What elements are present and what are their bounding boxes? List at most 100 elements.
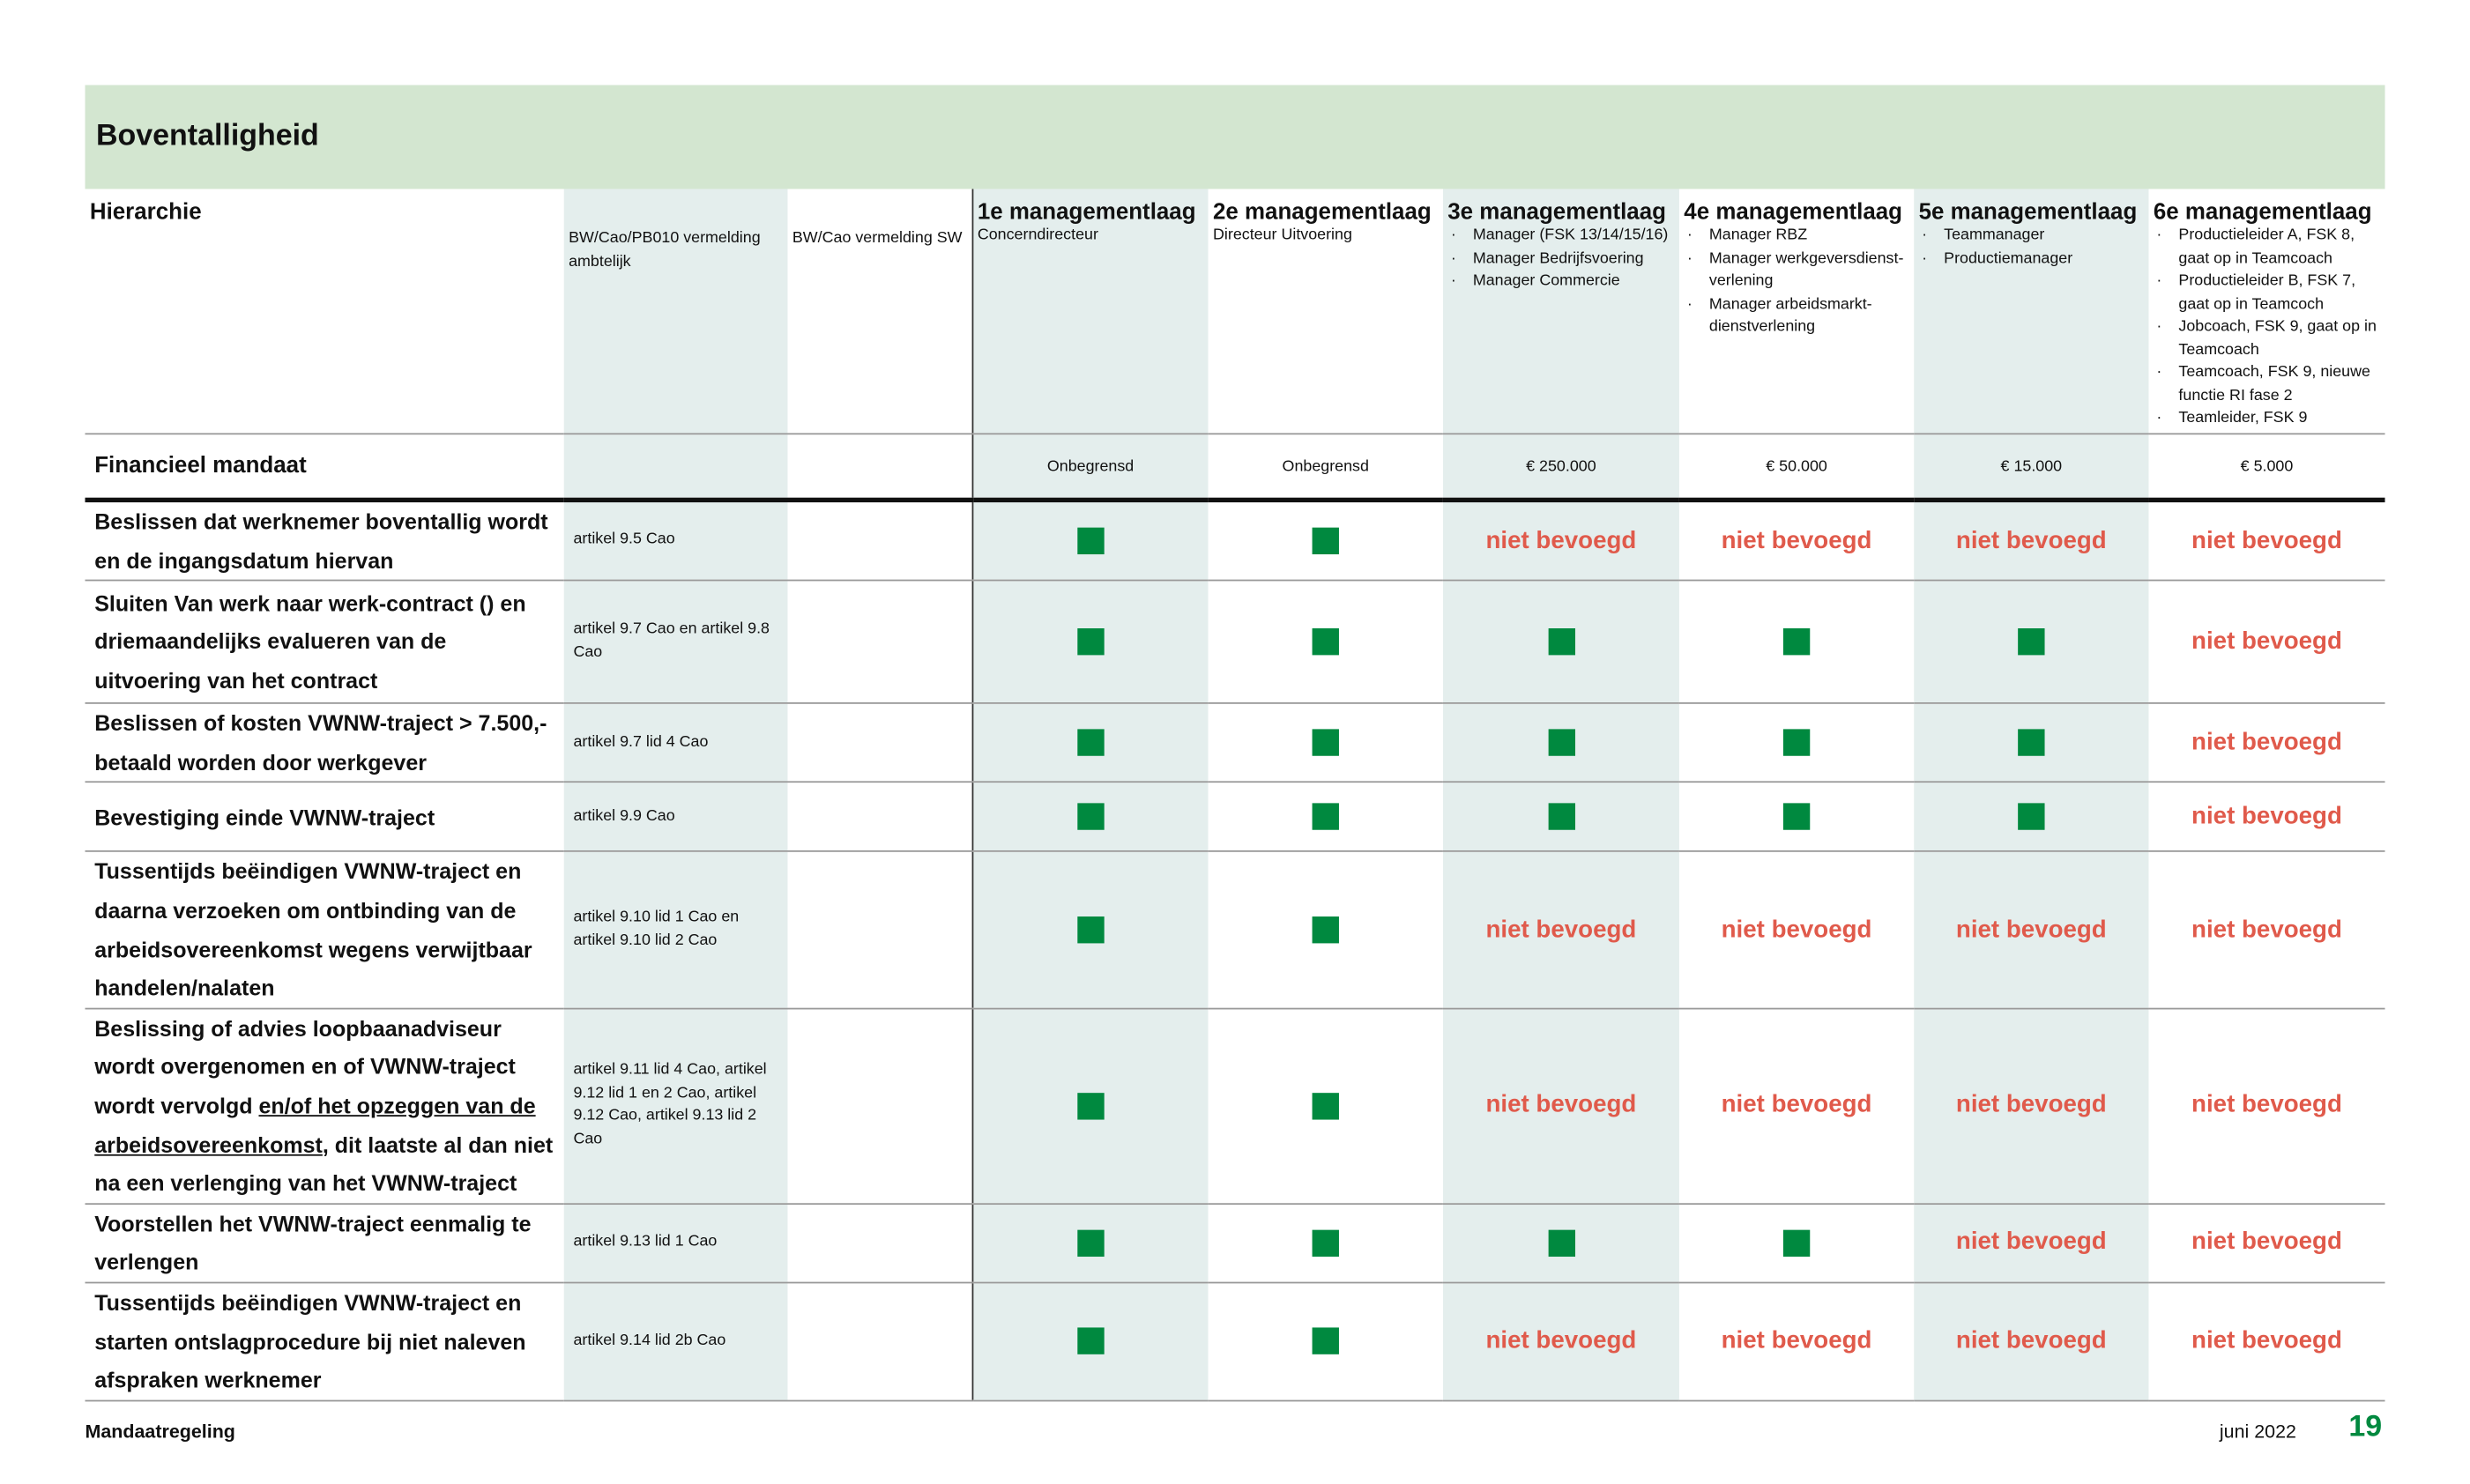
article: artikel 9.14 lid 2b Cao — [573, 1331, 726, 1349]
article: artikel 9.9 Cao — [573, 807, 675, 825]
authority-cell: niet bevoegd — [2148, 703, 2385, 783]
authority-cell: niet bevoegd — [1442, 1008, 1679, 1205]
not-authorized: niet bevoegd — [1955, 916, 2107, 943]
article: artikel 9.11 lid 4 Cao, artikel 9.12 lid… — [573, 1061, 767, 1148]
task: Beslissing of advies loopbaanadviseur wo… — [85, 1009, 563, 1202]
role: Manager werkgeversdienst-verlening — [1684, 248, 1914, 293]
authorized-mark — [1312, 916, 1339, 944]
authority-cell: niet bevoegd — [1678, 1282, 1915, 1401]
not-authorized: niet bevoegd — [2191, 526, 2342, 554]
header-cell: BW/Cao vermelding SW — [787, 189, 972, 435]
authority-cell: niet bevoegd — [1678, 500, 1915, 582]
authority-cell — [971, 703, 1209, 783]
header-cell: 6e managementlaagProductieleider A, FSK … — [2148, 189, 2385, 435]
authority-cell — [1442, 782, 1679, 853]
role-list: Manager RBZManager werkgeversdienst-verl… — [1679, 226, 1914, 340]
task-cell: Voorstellen het VWNW-traject eenmalig te… — [85, 1203, 564, 1284]
authority-cell — [1208, 1008, 1443, 1205]
authorized-mark — [1312, 527, 1339, 555]
authority-cell — [1914, 703, 2149, 783]
authorized-mark — [1076, 1327, 1105, 1355]
header-cell: 1e managementlaag Concerndirecteur — [971, 189, 1209, 435]
authority-cell — [1914, 782, 2149, 853]
role-list: Manager (FSK 13/14/15/16)Manager Bedrijf… — [1443, 226, 1679, 294]
authority-cell — [1914, 580, 2149, 705]
authority-cell — [1442, 1203, 1679, 1284]
role: Productieleider A, FSK 8, gaat op in Tea… — [2154, 226, 2385, 271]
empty-cell — [787, 580, 972, 705]
authority-cell — [971, 580, 1209, 705]
article: artikel 9.7 lid 4 Cao — [573, 732, 709, 751]
authorized-mark — [1312, 1327, 1339, 1355]
article-cell: artikel 9.7 lid 4 Cao — [563, 703, 788, 783]
financial-limit: Onbegrensd — [1282, 457, 1369, 475]
authorized-mark — [2018, 628, 2045, 656]
task-cell: Beslissen dat werknemer boventallig word… — [85, 500, 564, 582]
not-authorized: niet bevoegd — [1955, 1091, 2107, 1119]
task-text: Beslissen of kosten VWNW-traject > 7.500… — [94, 710, 547, 775]
authorized-mark — [1312, 729, 1339, 757]
task-cell: Beslissing of advies loopbaanadviseur wo… — [85, 1008, 564, 1205]
financial-limit: Onbegrensd — [1046, 457, 1135, 475]
footer-date: juni 2022 — [2219, 1420, 2296, 1443]
authority-cell — [971, 782, 1209, 853]
level-name: 4e managementlaag — [1684, 199, 1903, 226]
authorized-mark — [1547, 729, 1575, 757]
task-text: Tussentijds beëindigen VWNW-traject en s… — [94, 1289, 526, 1392]
task-text: Beslissen dat werknemer boventallig word… — [94, 508, 548, 573]
footer-title: Mandaatregeling — [85, 1420, 235, 1443]
financial-limit: € 250.000 — [1526, 457, 1596, 475]
financial-cell: € 250.000 — [1442, 434, 1679, 503]
authority-cell — [1208, 580, 1443, 705]
article: artikel 9.7 Cao en artikel 9.8 Cao — [573, 620, 770, 661]
not-authorized: niet bevoegd — [1485, 1091, 1637, 1119]
authority-cell — [971, 851, 1209, 1010]
not-authorized: niet bevoegd — [1721, 526, 1872, 554]
empty-cell — [787, 703, 972, 783]
role-list: Directeur Uitvoering — [1209, 226, 1443, 249]
header-cell: Hierarchie — [85, 189, 564, 435]
authority-cell: niet bevoegd — [2148, 1008, 2385, 1205]
authority-cell: niet bevoegd — [1442, 1282, 1679, 1401]
task-row: Beslissing of advies loopbaanadviseur wo… — [85, 1008, 2385, 1205]
authority-cell — [1208, 500, 1443, 582]
financial-cell: Onbegrensd — [971, 434, 1209, 503]
financial-row: Financieel mandaat Onbegrensd Onbegrensd € … — [85, 434, 2385, 503]
header-cell: 3e managementlaagManager (FSK 13/14/15/1… — [1442, 189, 1679, 435]
authorized-mark — [1076, 804, 1105, 831]
task-cell: Sluiten Van werk naar werk-contract () e… — [85, 580, 564, 705]
title-band — [85, 85, 2385, 189]
hierarchy-label: Hierarchie — [89, 199, 202, 226]
authority-cell: niet bevoegd — [2148, 782, 2385, 853]
role: Directeur Uitvoering — [1212, 226, 1352, 244]
not-authorized: niet bevoegd — [2191, 1327, 2342, 1354]
level-name: 2e managementlaag — [1212, 199, 1432, 226]
role-list: Productieleider A, FSK 8, gaat op in Tea… — [2148, 226, 2384, 431]
not-authorized: niet bevoegd — [1485, 1327, 1637, 1354]
role: Concerndirecteur — [977, 226, 1098, 244]
article-cell: artikel 9.9 Cao — [563, 782, 788, 853]
level-name: 5e managementlaag — [1918, 199, 2138, 226]
financial-cell: € 50.000 — [1678, 434, 1915, 503]
empty-cell — [787, 500, 972, 582]
article-cell: artikel 9.11 lid 4 Cao, artikel 9.12 lid… — [563, 1008, 788, 1205]
authority-cell — [1208, 703, 1443, 783]
authorized-mark — [1547, 628, 1575, 656]
task-row: Bevestiging einde VWNW-traject artikel 9.… — [85, 782, 2385, 853]
authority-cell — [971, 1203, 1209, 1284]
role: Manager Bedrijfsvoering — [1447, 248, 1679, 271]
article-cell: artikel 9.7 Cao en artikel 9.8 Cao — [563, 580, 788, 705]
empty-cell — [787, 434, 972, 503]
authorized-mark — [1076, 527, 1105, 555]
task-row: Voorstellen het VWNW-traject eenmalig te… — [85, 1203, 2385, 1284]
article-cell: artikel 9.10 lid 1 Cao en artikel 9.10 l… — [563, 851, 788, 1010]
authorized-mark — [1076, 1092, 1105, 1120]
role: Productiemanager — [1919, 248, 2149, 271]
header-cell: 2e managementlaag Directeur Uitvoering — [1208, 189, 1443, 435]
level-name: 6e managementlaag — [2153, 199, 2372, 226]
task: Tussentijds beëindigen VWNW-traject en s… — [85, 1283, 563, 1399]
authorized-mark — [2018, 729, 2045, 757]
empty-cell — [787, 1008, 972, 1205]
title: Boventalligheid — [96, 119, 319, 153]
authority-cell: niet bevoegd — [1442, 500, 1679, 582]
